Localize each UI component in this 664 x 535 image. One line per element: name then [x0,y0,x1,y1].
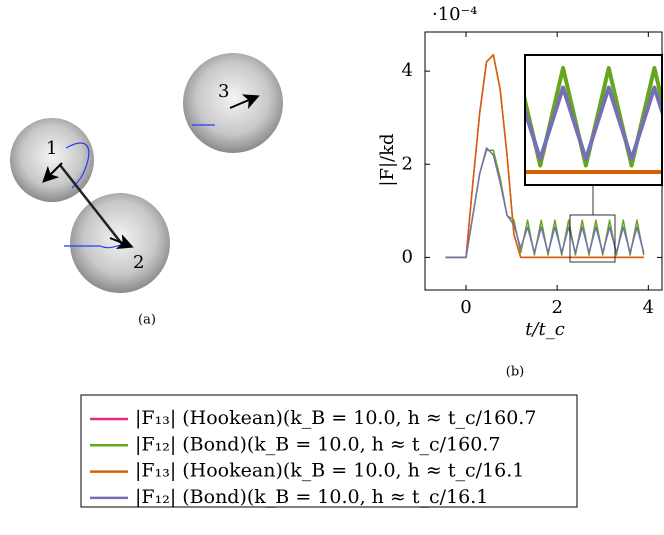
y-tick-label: 0 [402,246,413,267]
force-arrow [42,162,63,183]
y-tick-label: 4 [402,60,413,81]
legend-label: |F₁₃| (Hookean)(k_B = 10.0, h ≈ t_c/16.1 [135,460,524,482]
particle-label: 3 [218,81,229,102]
panel-b: ·10⁻⁴ |F|/kd t/t_c (b) [377,4,565,380]
trajectory [65,142,90,189]
force-arrow [229,94,260,110]
series-line [445,147,645,259]
legend [80,394,578,508]
inset-line [525,85,662,161]
x-tick-label: 4 [643,297,654,318]
series-line [445,54,644,259]
particle [183,53,283,153]
legend-entries: |F₁₃| (Hookean)(k_B = 10.0, h ≈ t_c/160.… [90,407,536,508]
x-tick-label: 0 [460,297,471,318]
inset-line [525,170,662,174]
particle-label: 1 [46,138,57,159]
legend-label: |F₁₃| (Hookean)(k_B = 10.0, h ≈ t_c/160.… [135,407,536,429]
zoom-region [569,214,616,263]
force-arrow [109,234,134,249]
panel-a: 1 2 3 (a) [10,53,283,328]
bond [59,164,123,245]
legend-label: |F₁₂| (Bond)(k_B = 10.0, h ≈ t_c/160.7 [135,433,500,455]
y-tick-label: 2 [402,153,413,174]
inset-frame [524,54,663,186]
y-axis-label: |F|/kd [377,133,398,186]
legend-label: |F₁₂| (Bond)(k_B = 10.0, h ≈ t_c/16.1 [135,486,488,508]
x-tick-label: 2 [551,297,562,318]
caption: (b) [506,365,524,380]
particle [10,118,94,202]
inset [525,66,662,174]
particle-label: 2 [133,252,144,273]
y-exponent: ·10⁻⁴ [432,4,477,25]
caption: (a) [138,313,156,328]
inset-line [525,66,662,168]
x-axis-label: t/t_c [525,319,565,340]
inset-bg [525,55,662,185]
